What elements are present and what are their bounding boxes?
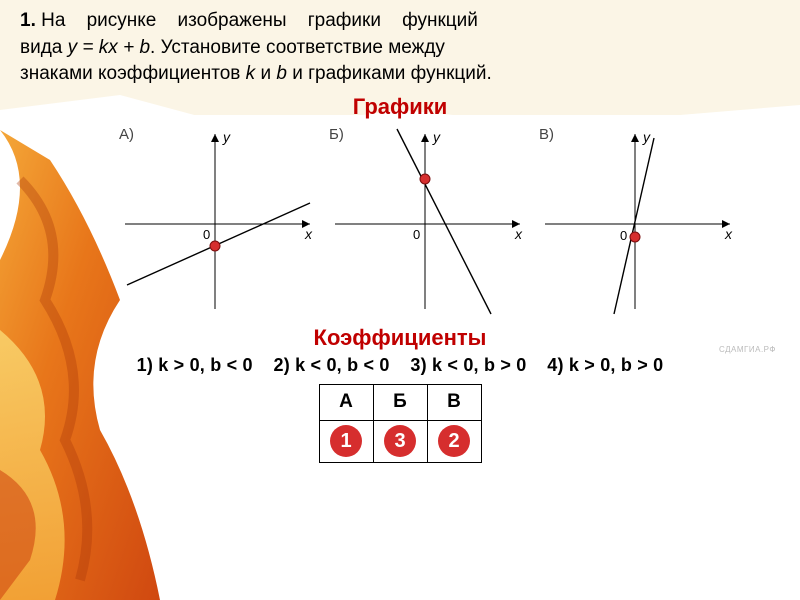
graph-b: Б) x y 0: [325, 124, 525, 319]
graph-a-intercept-dot: [210, 241, 220, 251]
header-b: Б: [373, 384, 427, 420]
problem-number: 1.: [20, 10, 36, 31]
answer-cell-b: 3: [373, 420, 427, 462]
answer-a: 1: [330, 425, 362, 457]
answer-table: А Б В 1 3 2: [319, 384, 482, 463]
graph-c-label: В): [539, 126, 554, 143]
answer-cell-a: 1: [319, 420, 373, 462]
x-axis-label: x: [724, 226, 733, 242]
problem-statement: 1. На рисунке изображены графики функций…: [20, 8, 780, 88]
graph-c-intercept-dot: [630, 232, 640, 242]
graph-a: А) x y 0: [115, 124, 315, 319]
coefficient-options: 1) k > 0, b < 0 2) k < 0, b < 0 3) k < 0…: [20, 355, 780, 376]
origin-label: 0: [620, 228, 627, 243]
header-c: В: [427, 384, 481, 420]
graph-c: В) x y 0: [535, 124, 735, 319]
coefficients-title: Коэффициенты: [20, 325, 780, 351]
option-4: 4) k > 0, b > 0: [547, 355, 663, 375]
y-axis-label: y: [432, 129, 441, 145]
graph-b-line: [397, 129, 491, 314]
origin-label: 0: [203, 227, 210, 242]
content-area: 1. На рисунке изображены графики функций…: [0, 0, 800, 473]
x-axis-label: x: [304, 226, 313, 242]
origin-label: 0: [413, 227, 420, 242]
graph-b-label: Б): [329, 126, 344, 143]
x-axis-label: x: [514, 226, 523, 242]
option-3: 3) k < 0, b > 0: [410, 355, 526, 375]
y-axis-label: y: [642, 129, 651, 145]
option-1: 1) k > 0, b < 0: [137, 355, 253, 375]
graphs-title: Графики: [20, 94, 780, 120]
header-a: А: [319, 384, 373, 420]
graph-a-label: А): [119, 126, 134, 143]
option-2: 2) k < 0, b < 0: [274, 355, 390, 375]
answer-cell-c: 2: [427, 420, 481, 462]
graph-c-line: [614, 138, 654, 314]
graphs-row: А) x y 0 Б) x y 0: [20, 124, 780, 319]
graph-b-intercept-dot: [420, 174, 430, 184]
answer-c: 2: [438, 425, 470, 457]
answer-b: 3: [384, 425, 416, 457]
y-axis-label: y: [222, 129, 231, 145]
